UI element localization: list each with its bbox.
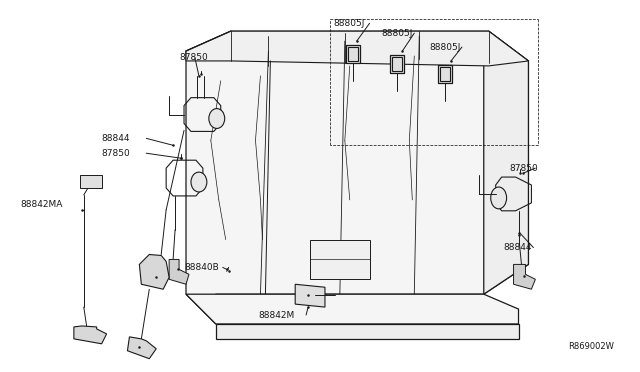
Text: 88805J: 88805J [333, 19, 364, 28]
Bar [440, 67, 450, 81]
Polygon shape [186, 31, 529, 324]
Text: 88805J: 88805J [429, 42, 461, 52]
Text: 88842MA: 88842MA [20, 201, 63, 209]
Polygon shape [484, 31, 529, 294]
Polygon shape [169, 259, 189, 284]
Text: 87850: 87850 [509, 164, 538, 173]
Text: 87850: 87850 [102, 149, 131, 158]
Text: 88844: 88844 [504, 243, 532, 252]
Text: 88840B: 88840B [184, 263, 219, 272]
Bar [390, 55, 404, 73]
Text: 88805J: 88805J [381, 29, 413, 38]
Text: 87850: 87850 [179, 54, 208, 62]
Bar [348, 47, 358, 61]
Bar [392, 57, 403, 71]
Ellipse shape [191, 172, 207, 192]
Text: 88844: 88844 [102, 134, 130, 143]
Polygon shape [310, 240, 370, 279]
Bar [438, 65, 452, 83]
Polygon shape [295, 284, 325, 307]
Bar [346, 45, 360, 63]
Polygon shape [186, 294, 518, 324]
Ellipse shape [491, 187, 507, 209]
Polygon shape [513, 264, 536, 289]
Polygon shape [127, 337, 156, 359]
Ellipse shape [209, 109, 225, 128]
Polygon shape [216, 324, 518, 339]
Text: 88842M: 88842M [259, 311, 294, 320]
Text: R869002W: R869002W [568, 342, 614, 351]
Polygon shape [140, 254, 169, 289]
Polygon shape [186, 31, 529, 66]
Polygon shape [74, 326, 107, 344]
Polygon shape [80, 175, 102, 188]
